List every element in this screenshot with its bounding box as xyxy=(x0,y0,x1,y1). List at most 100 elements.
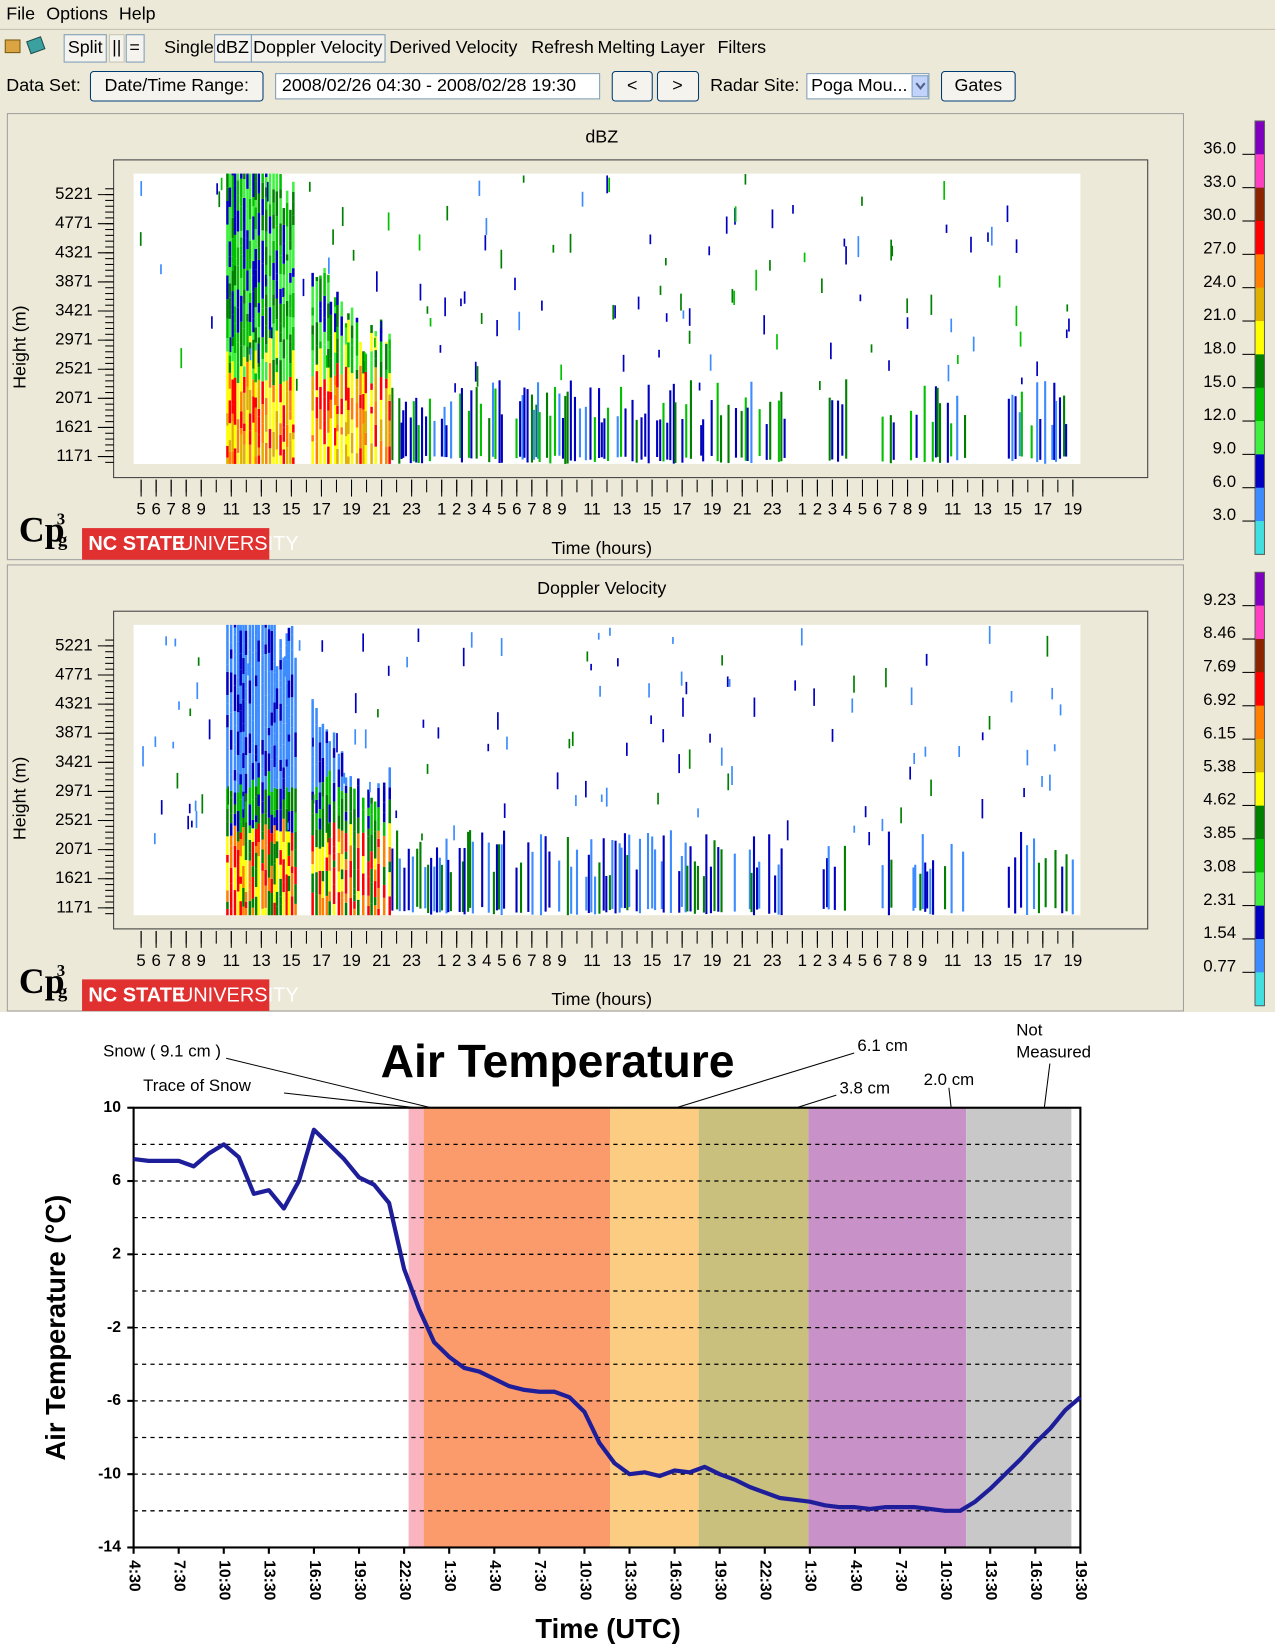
button-label[interactable]: Derived Velocity xyxy=(389,37,517,57)
radar-return xyxy=(246,173,249,175)
radar-return xyxy=(318,730,322,743)
radar-return xyxy=(289,432,292,441)
menu-item[interactable]: Options xyxy=(46,3,108,23)
radar-speckle xyxy=(733,290,735,305)
radar-return xyxy=(367,905,370,916)
x-tick-label: 15 xyxy=(282,500,301,519)
radar-speckle xyxy=(496,320,498,337)
radar-return xyxy=(359,408,362,434)
radar-return xyxy=(347,434,350,457)
radar-return xyxy=(282,327,286,340)
radar-return xyxy=(328,804,331,823)
button[interactable] xyxy=(125,34,145,63)
radar-return xyxy=(254,199,257,208)
radar-return xyxy=(318,829,322,849)
radar-return xyxy=(275,666,279,680)
radar-speckle xyxy=(731,288,734,303)
radar-return xyxy=(233,845,237,868)
text-field[interactable] xyxy=(275,73,601,100)
button[interactable] xyxy=(611,71,653,102)
radar-return xyxy=(681,418,684,463)
radar-return xyxy=(229,672,233,693)
radar-return xyxy=(382,884,386,898)
button[interactable] xyxy=(89,71,264,102)
radar-return xyxy=(236,332,240,343)
radar-return xyxy=(275,358,279,365)
y-tick-label: 3421 xyxy=(55,752,92,771)
radar-return xyxy=(279,878,282,897)
radar-return xyxy=(644,413,647,457)
radar-speckle xyxy=(709,733,711,743)
select[interactable] xyxy=(806,73,930,100)
colorbar-cell xyxy=(1255,638,1265,673)
radar-return xyxy=(233,685,237,712)
radar-return xyxy=(430,857,433,915)
radar-return xyxy=(367,828,370,837)
radar-return xyxy=(315,276,319,282)
colorbar-label: 3.0 xyxy=(1213,505,1236,524)
radar-return xyxy=(290,905,294,916)
radar-return xyxy=(934,386,937,458)
radar-return xyxy=(311,783,314,792)
radar-return xyxy=(244,728,248,738)
radar-return xyxy=(273,825,276,844)
button-label[interactable]: Refresh xyxy=(531,37,594,57)
radar-return xyxy=(229,704,233,713)
radar-return xyxy=(240,391,243,412)
radar-return xyxy=(285,874,288,893)
radar-return xyxy=(1058,397,1062,459)
radar-return xyxy=(1014,396,1017,460)
radar-return xyxy=(254,342,257,351)
radar-return xyxy=(233,323,237,334)
radar-return xyxy=(272,173,275,190)
menu-item[interactable]: File xyxy=(6,3,35,23)
radar-return xyxy=(702,419,705,462)
radar-return xyxy=(459,393,462,459)
radar-return xyxy=(231,198,234,218)
radar-return xyxy=(236,792,240,811)
radar-return xyxy=(275,364,279,373)
radar-return xyxy=(355,427,359,442)
radar-return xyxy=(318,742,322,762)
radar-return xyxy=(244,908,248,916)
button-label[interactable]: Single xyxy=(164,37,214,57)
radar-return xyxy=(246,290,249,314)
radar-speckle xyxy=(906,317,909,329)
x-tick-label: 19 xyxy=(342,951,361,970)
open-icon[interactable] xyxy=(4,39,21,54)
save-icon[interactable] xyxy=(26,36,46,55)
radar-return xyxy=(254,846,258,853)
radar-return xyxy=(292,249,295,269)
radar-speckle xyxy=(990,226,993,246)
radar-speckle xyxy=(650,715,652,724)
button[interactable] xyxy=(63,34,107,63)
radar-speckle xyxy=(191,820,193,828)
button[interactable] xyxy=(214,34,252,63)
radar-return xyxy=(377,830,380,839)
radar-return xyxy=(229,642,233,650)
radar-return xyxy=(344,833,348,852)
radar-return xyxy=(318,894,322,916)
radar-return xyxy=(254,815,258,823)
radar-return xyxy=(289,317,292,335)
radar-return xyxy=(257,447,261,456)
button-label[interactable]: Filters xyxy=(717,37,766,57)
y-axis-label: Height (m) xyxy=(10,305,30,388)
colorbar-cell xyxy=(1255,905,1265,940)
radar-speckle xyxy=(220,177,223,191)
button-label[interactable]: Melting Layer xyxy=(598,37,705,57)
radar-return xyxy=(377,838,380,848)
menu-item[interactable]: Help xyxy=(119,3,156,23)
radar-return xyxy=(236,712,240,732)
button[interactable] xyxy=(656,71,700,102)
radar-return xyxy=(350,325,354,339)
radar-return xyxy=(936,387,939,457)
radar-return xyxy=(611,840,614,909)
button[interactable] xyxy=(940,71,1016,102)
radar-return xyxy=(285,831,288,850)
radar-return xyxy=(272,385,275,403)
radar-return xyxy=(226,457,229,464)
button[interactable] xyxy=(250,34,386,63)
colorbar-cell xyxy=(1255,521,1265,555)
button[interactable] xyxy=(108,34,125,63)
